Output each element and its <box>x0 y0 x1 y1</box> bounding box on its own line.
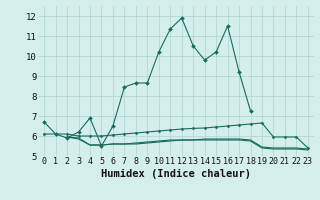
X-axis label: Humidex (Indice chaleur): Humidex (Indice chaleur) <box>101 169 251 179</box>
